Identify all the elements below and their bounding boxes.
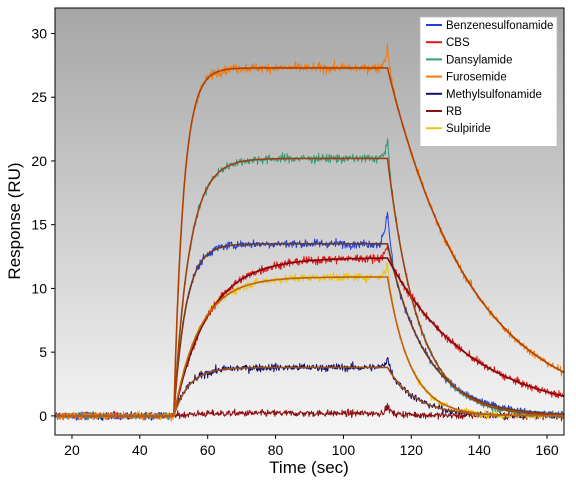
legend-label: Dansylamide bbox=[446, 54, 512, 66]
legend-label: Benzenesulfonamide bbox=[446, 20, 553, 32]
x-tick-label: 120 bbox=[400, 442, 424, 458]
legend-label: CBS bbox=[446, 37, 470, 49]
legend-label: RB bbox=[446, 106, 462, 118]
y-tick-label: 0 bbox=[39, 408, 47, 424]
x-tick-label: 80 bbox=[268, 442, 284, 458]
y-tick-label: 25 bbox=[31, 89, 47, 105]
x-axis: 20 40 60 80 100 120 140 160 bbox=[64, 435, 559, 458]
y-tick-label: 20 bbox=[31, 153, 47, 169]
legend-label: Sulpiride bbox=[446, 123, 491, 135]
x-tick-label: 20 bbox=[64, 442, 80, 458]
legend-label: Methylsulfonamide bbox=[446, 89, 542, 101]
legend-box bbox=[419, 16, 558, 147]
legend: Benzenesulfonamide CBS Dansylamide Furosemi… bbox=[419, 16, 558, 147]
y-tick-label: 30 bbox=[31, 25, 47, 41]
x-tick-label: 140 bbox=[467, 442, 491, 458]
x-axis-title: Time (sec) bbox=[269, 458, 349, 477]
legend-label: Furosemide bbox=[446, 72, 507, 84]
fit-sulpiride bbox=[55, 276, 564, 417]
y-tick-label: 15 bbox=[31, 217, 47, 233]
x-tick-label: 60 bbox=[200, 442, 216, 458]
y-axis: 0 5 10 15 20 25 30 bbox=[31, 25, 55, 424]
x-tick-label: 40 bbox=[132, 442, 148, 458]
x-tick-label: 100 bbox=[332, 442, 356, 458]
y-tick-label: 5 bbox=[39, 344, 47, 360]
plot-frame bbox=[54, 7, 565, 436]
x-tick-label: 160 bbox=[535, 442, 559, 458]
fit-lines bbox=[55, 67, 564, 417]
y-axis-title: Response (RU) bbox=[5, 162, 24, 279]
y-tick-label: 10 bbox=[31, 280, 47, 296]
